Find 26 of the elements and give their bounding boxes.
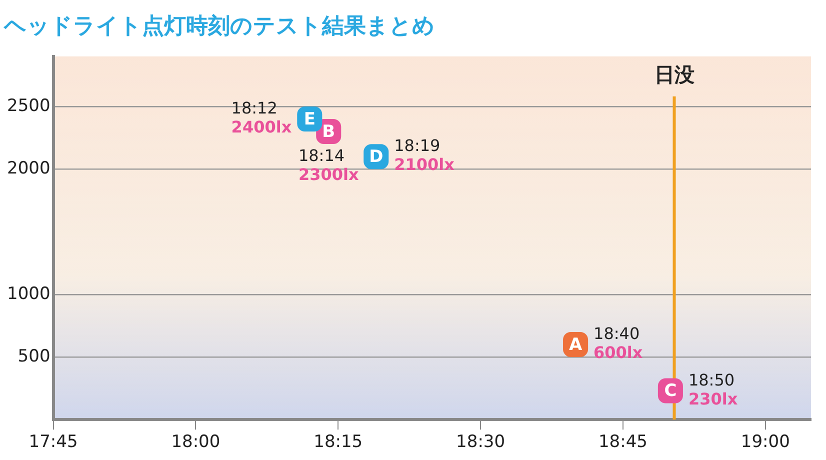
- y-tick-label: 2500: [7, 96, 50, 116]
- series-label: C: [664, 381, 677, 402]
- x-tick-label: 18:15: [314, 432, 363, 452]
- data-label: 600lx: [594, 343, 644, 362]
- series-label: D: [369, 147, 384, 168]
- annotation: 18:19: [394, 136, 440, 156]
- x-tick-label: 18:30: [456, 432, 506, 452]
- y-tick-label: 500: [18, 346, 50, 366]
- data-label: 230lx: [688, 389, 738, 408]
- x-tick-label: 17:45: [28, 432, 78, 452]
- data-label: 2300lx: [298, 165, 360, 184]
- annotation: 18:12: [231, 98, 278, 118]
- y-tick-label: 1000: [7, 284, 50, 304]
- annotation: 18:40: [594, 324, 640, 344]
- series-label: E: [304, 109, 316, 130]
- ref-line-label: 日没: [654, 62, 694, 87]
- x-tick-label: 18:00: [171, 432, 220, 452]
- x-tick-label: 19:00: [740, 432, 790, 452]
- y-tick-label: 2000: [7, 158, 50, 179]
- annotation: 18:14: [298, 146, 345, 166]
- series-label: A: [568, 334, 583, 355]
- series-label: B: [322, 122, 336, 142]
- data-label: 2400lx: [231, 118, 292, 137]
- x-tick-label: 18:45: [598, 432, 648, 452]
- chart-title: ヘッドライト点灯時刻のテスト結果まとめ: [3, 12, 435, 39]
- annotation: 18:50: [688, 370, 735, 390]
